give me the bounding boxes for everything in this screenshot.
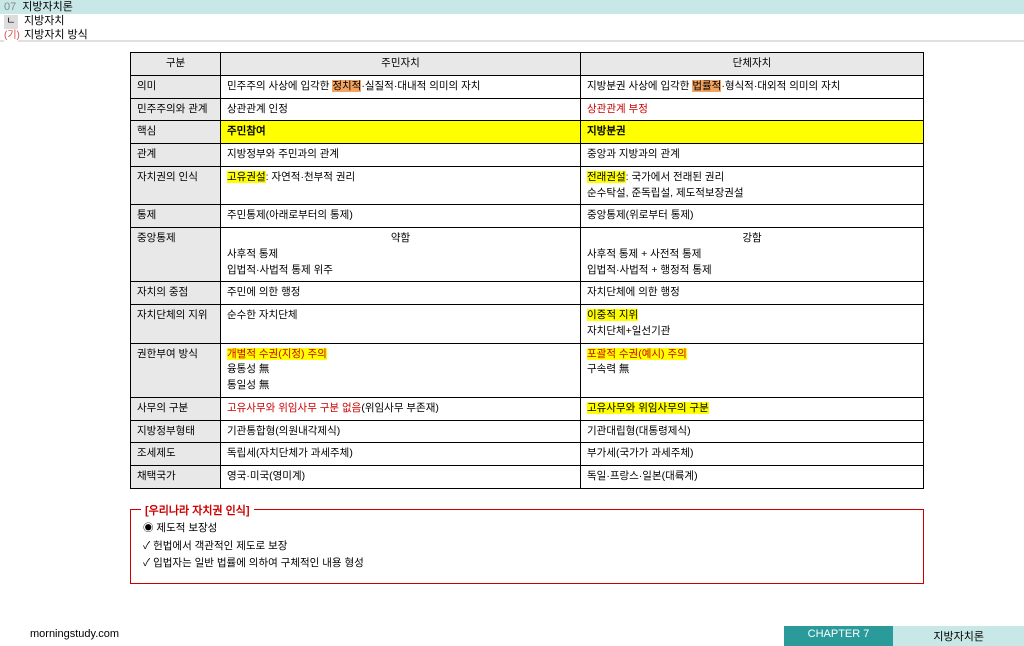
header-chapter: 07 지방자치론 [0,0,1024,14]
cell: 지방분권 [581,121,924,144]
cell: 상관관계 부정 [581,98,924,121]
cell: 약함사후적 통제입법적·사법적 통제 위주 [221,228,581,282]
row-header: 자치의 중점 [131,282,221,305]
row-header: 자치권의 인식 [131,166,221,205]
table-container: 구분 주민자치 단체자치 의미 민주주의 사상에 입각한 정치적·실질적·대내적… [0,42,1024,499]
cell: 주민참여 [221,121,581,144]
cell: 이중적 지위자치단체+일선기관 [581,305,924,344]
cell: 부가세(국가가 과세주체) [581,443,924,466]
footer-site: morningstudy.com [0,626,784,646]
row-header: 권한부여 방식 [131,343,221,397]
cell: 순수한 자치단체 [221,305,581,344]
cell: 지방분권 사상에 입각한 법률적·형식적·대외적 의미의 자치 [581,75,924,98]
header-section: ㄴ 지방자치 [0,14,1024,28]
cell: 포괄적 수권(예시) 주의 구속력 無 [581,343,924,397]
row-header: 사무의 구분 [131,397,221,420]
cell: 주민통제(아래로부터의 통제) [221,205,581,228]
row-header: 중앙통제 [131,228,221,282]
row-header: 채택국가 [131,466,221,489]
footer-subject: 지방자치론 [893,626,1024,646]
footer-chapter: CHAPTER 7 [784,626,894,646]
cell: 고유권설: 자연적·천부적 권리 [221,166,581,205]
info-box-title: [우리나라 자치권 인식] [141,502,254,518]
cell: 독립세(자치단체가 과세주체) [221,443,581,466]
row-header: 지방정부형태 [131,420,221,443]
cell: 독일·프랑스·일본(대륙계) [581,466,924,489]
cell: 중앙통제(위로부터 통제) [581,205,924,228]
row-header: 관계 [131,144,221,167]
cell: 자치단체에 의한 행정 [581,282,924,305]
cell: 강함사후적 통제 + 사전적 통제입법적·사법적 + 행정적 통제 [581,228,924,282]
info-line: ◉ 제도적 보장성 [143,520,911,538]
row-header: 의미 [131,75,221,98]
cell: 기관통합형(의원내각제식) [221,420,581,443]
cell: 고유사무와 위임사무의 구분 [581,397,924,420]
subsection-num: (기) [4,29,18,43]
col-header-a: 주민자치 [221,53,581,76]
row-header: 자치단체의 지위 [131,305,221,344]
cell: 기관대립형(대통령제식) [581,420,924,443]
col-header-b: 단체자치 [581,53,924,76]
cell: 지방정부와 주민과의 관계 [221,144,581,167]
cell: 중앙과 지방과의 관계 [581,144,924,167]
cell: 민주주의 사상에 입각한 정치적·실질적·대내적 의미의 자치 [221,75,581,98]
section-title: 지방자치 [24,15,64,27]
cell: 영국·미국(영미계) [221,466,581,489]
cell: 상관관계 인정 [221,98,581,121]
header-subsection: (기) 지방자치 방식 [0,28,1024,42]
section-box: ㄴ [4,15,18,29]
info-line: ✓ 헌법에서 객관적인 제도로 보장 [143,538,911,556]
cell: 전래권설: 국가에서 전래된 권리순수탁설, 준독립설, 제도적보장권설 [581,166,924,205]
row-header: 핵심 [131,121,221,144]
chapter-num: 07 [4,1,16,13]
cell: 개별적 수권(지정) 주의 융통성 無 통일성 無 [221,343,581,397]
cell: 고유사무와 위임사무 구분 없음(위임사무 부존재) [221,397,581,420]
comparison-table: 구분 주민자치 단체자치 의미 민주주의 사상에 입각한 정치적·실질적·대내적… [130,52,924,489]
subsection-title: 지방자치 방식 [24,29,88,41]
col-header-label: 구분 [131,53,221,76]
row-header: 조세제도 [131,443,221,466]
footer: morningstudy.com CHAPTER 7 지방자치론 [0,626,1024,646]
info-line: ✓ 입법자는 일반 법률에 의하여 구체적인 내용 형성 [143,555,911,573]
row-header: 민주주의와 관계 [131,98,221,121]
row-header: 통제 [131,205,221,228]
cell: 주민에 의한 행정 [221,282,581,305]
chapter-title: 지방자치론 [22,1,73,13]
info-box: [우리나라 자치권 인식] ◉ 제도적 보장성 ✓ 헌법에서 객관적인 제도로 … [130,509,924,585]
